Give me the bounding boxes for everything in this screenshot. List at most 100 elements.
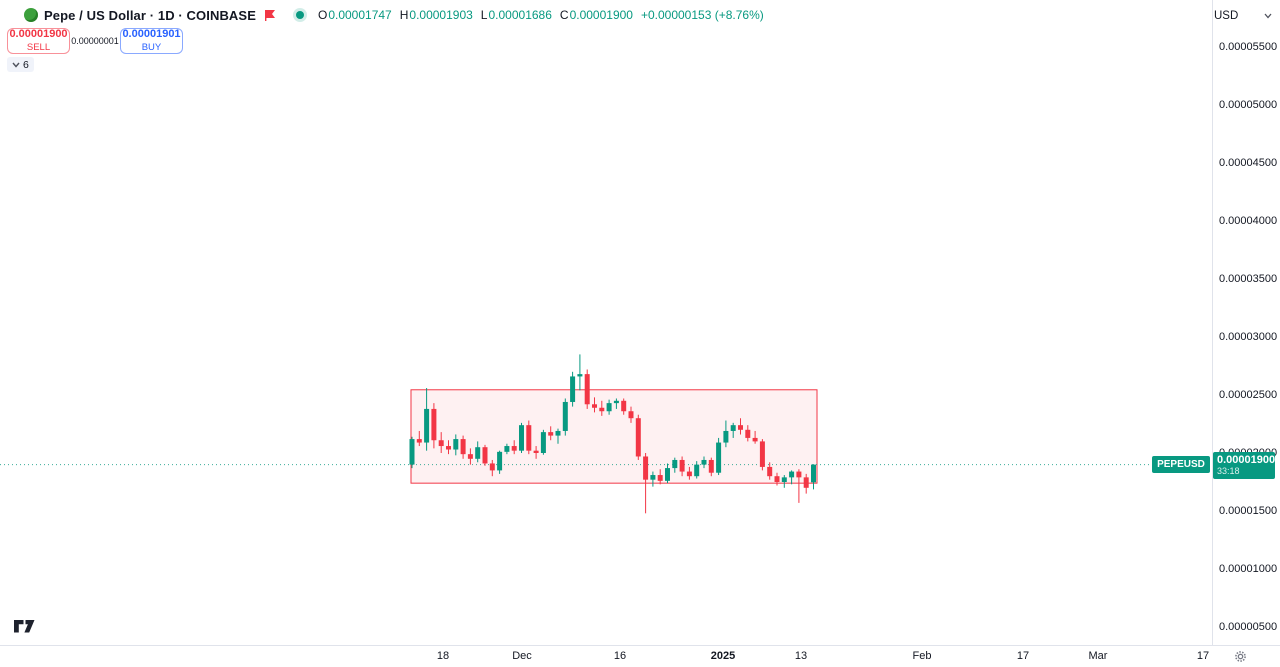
currency-selector[interactable]: USD (1214, 7, 1276, 25)
candle (562, 401, 568, 431)
time-axis-label: Mar (1088, 650, 1108, 662)
time-axis-label: 13 (794, 650, 808, 662)
time-axis-label: 17 (1196, 650, 1210, 662)
price-axis[interactable]: 0.00005500 0.00005000 0.00004500 0.00004000… (1212, 0, 1280, 645)
candle (540, 432, 546, 453)
price-axis-label: 0.00002500 (1219, 389, 1278, 401)
high-value: 0.00001903 (409, 8, 473, 22)
price-axis-label: 0.00003000 (1219, 331, 1278, 343)
last-price-symbol-tag: PEPEUSD (1152, 456, 1210, 474)
low-value: 0.00001686 (488, 8, 552, 22)
candle (489, 463, 495, 471)
candle (431, 408, 437, 441)
time-axis-label: 16 (613, 650, 627, 662)
candle (577, 374, 583, 377)
candle (781, 477, 787, 482)
candle (467, 454, 473, 459)
time-axis-label: 18 (436, 650, 450, 662)
sell-label: SELL (26, 42, 51, 53)
last-price-value: 0.00001900 (1217, 453, 1276, 466)
candle (643, 456, 649, 480)
candle (752, 437, 758, 442)
candle (628, 411, 634, 419)
symbol-title[interactable]: Pepe / US Dollar · 1D · COINBASE (44, 7, 256, 23)
candle (694, 464, 700, 477)
candle (460, 439, 466, 455)
trade-widget: 0.00001900 SELL 0.00000001 0.00001901 BU… (7, 28, 183, 54)
candle (745, 429, 751, 438)
time-axis[interactable]: 18 Dec 16 2025 13 Feb 17 Mar 17 (0, 645, 1280, 667)
last-price-badge: 0.00001900 33:18 (1213, 451, 1276, 479)
candle (409, 439, 415, 465)
candle (803, 477, 809, 488)
open-value: 0.00001747 (328, 8, 392, 22)
chart-legend: Pepe / US Dollar · 1D · COINBASE O 0.0000… (24, 6, 764, 24)
candle (438, 440, 444, 447)
candle (606, 403, 612, 412)
candle (635, 418, 641, 457)
candle (533, 450, 539, 453)
candle (621, 400, 627, 412)
price-axis-label: 0.00003500 (1219, 273, 1278, 285)
time-axis-label: 2025 (710, 650, 736, 662)
objects-count: 6 (23, 58, 29, 71)
buy-button[interactable]: 0.00001901 BUY (120, 28, 183, 54)
series-status-dot-icon (295, 11, 304, 19)
candle (570, 376, 576, 402)
candle (555, 430, 561, 436)
candle (774, 476, 780, 482)
candle (482, 447, 488, 464)
price-axis-label: 0.00001500 (1219, 505, 1278, 517)
candle (811, 464, 816, 483)
price-axis-label: 0.00000500 (1219, 621, 1278, 633)
candle (416, 439, 422, 443)
candle (723, 430, 729, 443)
ohlc-readout: O 0.00001747 H 0.00001903 L 0.00001686 C 0.0… (318, 8, 764, 22)
pepe-coin-logo-icon (24, 8, 38, 22)
sell-button[interactable]: 0.00001900 SELL (7, 28, 70, 54)
candle (497, 451, 503, 471)
candle (759, 441, 765, 467)
candle (526, 425, 532, 451)
candle (475, 447, 481, 459)
time-axis-label: 17 (1016, 650, 1030, 662)
price-axis-label: 0.00005500 (1219, 41, 1278, 53)
range-box-drawing[interactable] (410, 389, 818, 484)
candle (584, 374, 590, 405)
candle (789, 471, 795, 478)
tradingview-logo-icon[interactable] (14, 620, 36, 638)
candle (650, 475, 656, 480)
candle (716, 442, 722, 473)
candle (730, 425, 736, 431)
high-label: H (399, 8, 409, 22)
candle (548, 432, 554, 436)
candle (511, 446, 517, 451)
price-axis-label: 0.00004500 (1219, 157, 1278, 169)
time-axis-label: Feb (912, 650, 932, 662)
candle (738, 425, 743, 430)
price-axis-label: 0.00001000 (1219, 563, 1278, 575)
candle (796, 471, 802, 478)
gear-icon[interactable] (1234, 650, 1247, 667)
price-axis-label: 0.00004000 (1219, 215, 1278, 227)
candle (424, 408, 430, 443)
candle (453, 439, 459, 450)
low-label: L (480, 8, 488, 22)
candle (504, 446, 510, 452)
objects-tree-chip[interactable]: 6 (7, 57, 34, 72)
candle (665, 468, 670, 481)
candle (701, 459, 707, 465)
open-label: O (317, 8, 328, 22)
candle (446, 446, 451, 450)
candle (657, 475, 663, 481)
flag-icon[interactable] (264, 9, 276, 21)
candle (686, 471, 692, 477)
candle (767, 466, 773, 477)
currency-label: USD (1214, 10, 1239, 22)
candle (613, 400, 619, 404)
chevron-down-icon (12, 62, 20, 68)
candle (672, 459, 678, 469)
candle (519, 425, 524, 451)
buy-label: BUY (141, 42, 162, 53)
chevron-down-icon (1264, 13, 1272, 19)
